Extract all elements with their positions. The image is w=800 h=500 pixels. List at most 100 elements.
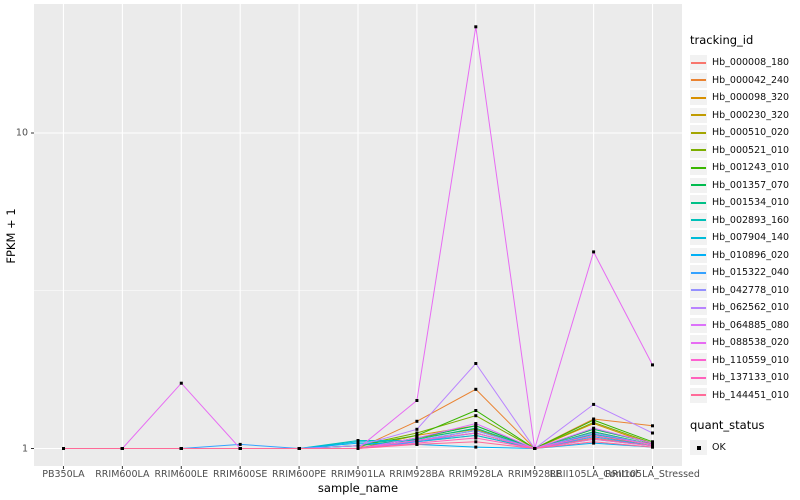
legend-key-swatch [690,160,707,176]
legend-item: Hb_002893_160 [690,212,800,230]
data-point-marker [651,424,654,428]
legend-key-swatch [690,352,707,368]
data-point-marker [474,387,478,391]
x-tick-label: RRIM928LA [448,469,503,480]
legend-item-label: Hb_015322_040 [712,267,790,279]
legend-line-icon [691,149,706,152]
data-point-marker [415,399,419,402]
legend-item-label: Hb_001243_010 [712,162,790,174]
legend-item: Hb_000042_240 [690,72,800,90]
data-point-marker [592,433,596,437]
legend-key-swatch [690,72,707,88]
legend-item-label: Hb_064885_080 [712,319,790,331]
legend-key-swatch [690,370,707,386]
x-tick-label: RRIM928BA [389,469,445,480]
legend-line-icon [691,219,706,222]
legend-line-icon [691,79,706,82]
data-point-marker [651,431,654,435]
legend-key-swatch [690,55,707,71]
data-point-marker [415,442,419,446]
legend-item-label: Hb_110559_010 [712,354,790,366]
legend-item-label: Hb_137133_010 [712,372,790,384]
legend-item-quant: OK [690,439,800,457]
legend-line-icon [691,376,706,379]
data-point-marker [356,444,360,448]
legend-line-icon [691,306,706,309]
legend-item: Hb_007904_140 [690,229,800,247]
legend-line-icon [691,61,706,64]
legend-line-icon [691,114,706,117]
legend-line-icon [691,394,706,397]
data-point-marker [356,441,360,445]
data-point-marker [474,362,478,365]
data-point-marker [474,429,478,432]
legend-item: Hb_062562_010 [690,299,800,317]
legend-item: Hb_144451_010 [690,387,800,405]
x-tick-label: RRII105LA_Stressed [605,469,700,480]
data-point-marker [415,439,419,442]
data-point-marker [356,447,360,450]
legend-item-label: Hb_144451_010 [712,389,790,401]
legend-item: Hb_137133_010 [690,369,800,387]
data-point-marker [474,426,478,430]
legend-item-label: Hb_001534_010 [712,197,790,209]
legend-item-label: Hb_000042_240 [712,74,790,86]
legend-line-icon [691,201,706,204]
legend-key-swatch [690,230,707,246]
legend-key-swatch [690,440,707,456]
x-tick-label: RRIM600LE [154,469,209,480]
data-point-marker [297,447,301,450]
legend-item-label: Hb_062562_010 [712,302,790,314]
legend-line-icon [691,236,706,239]
legend-items-quant-status: OK [690,439,800,457]
data-point-marker [474,431,478,435]
legend-line-icon [691,254,706,257]
legend-item: Hb_064885_080 [690,317,800,335]
legend-item-label: Hb_000008_180 [712,57,790,69]
legend-line-icon [691,131,706,134]
data-point-marker [592,437,596,441]
data-point-marker [474,433,478,437]
y-tick-label: 1 [21,443,28,454]
legend-title-tracking-id: tracking_id [690,33,754,47]
data-point-marker [474,25,478,29]
legend-key-swatch [690,300,707,316]
x-tick-label: RRIM600PE [272,469,327,480]
legend-item: Hb_000510_020 [690,124,800,142]
data-point-marker [474,422,478,425]
data-point-marker [415,436,419,440]
legend: tracking_id Hb_000008_180 Hb_000042_240 Hb… [690,33,800,457]
data-point-marker [474,440,478,444]
legend-item: Hb_001357_070 [690,177,800,195]
legend-item-label: Hb_000510_020 [712,127,790,139]
data-point-marker [474,414,478,418]
y-tick-label: 10 [15,127,28,139]
legend-item: Hb_088538_020 [690,334,800,352]
data-point-marker [415,431,419,435]
legend-key-swatch [690,195,707,211]
legend-line-icon [691,166,706,169]
data-point-marker [533,447,537,450]
data-point-marker [592,250,596,254]
legend-key-swatch [690,387,707,403]
legend-item-label: Hb_010896_020 [712,249,790,261]
legend-item-label: Hb_000230_320 [712,109,790,121]
x-tick-label: RRIM600SE [212,469,268,480]
data-point-marker [179,447,183,450]
data-point-marker [62,447,65,450]
data-point-marker [474,436,478,440]
data-point-marker [592,418,596,422]
data-point-marker [592,431,596,435]
legend-item: Hb_042778_010 [690,282,800,300]
legend-title-quant-status: quant_status [690,418,765,432]
ok-point-icon [696,445,701,450]
legend-item: Hb_015322_040 [690,264,800,282]
legend-line-icon [691,289,706,292]
legend-key-swatch [690,142,707,158]
data-point-marker [592,420,596,424]
legend-key-swatch [690,335,707,351]
legend-key-swatch [690,90,707,106]
legend-key-swatch [690,282,707,298]
x-axis-title: sample_name [317,481,399,495]
